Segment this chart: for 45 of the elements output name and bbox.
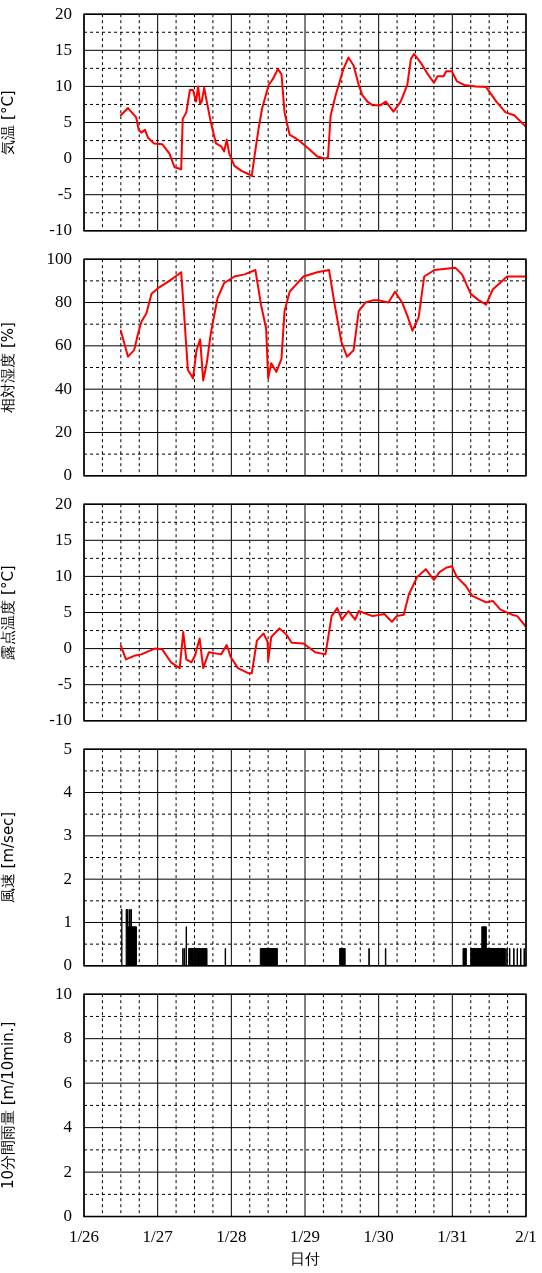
y-tick-label: 40 [55,378,72,398]
y-tick-label: 4 [63,781,73,801]
y-tick-label: 15 [55,529,72,549]
y-tick-label: 20 [55,493,72,513]
y-tick-label: -5 [57,184,72,204]
x-tick-label: 1/29 [289,1227,321,1247]
y-tick-label: 10 [55,983,72,1003]
y-tick-label: 10 [55,565,72,585]
y-axis-title: 10分間雨量 [m/10min.] [0,1021,17,1190]
y-tick-label: 6 [63,1072,72,1092]
y-tick-label: -10 [49,220,72,240]
y-tick-label: 0 [63,955,72,975]
y-axis-title: 露点温度 [°C] [0,565,17,660]
y-tick-label: 20 [55,421,72,441]
x-tick-label: 1/31 [437,1227,468,1247]
y-axis-title: 風速 [m/sec] [0,811,17,904]
x-tick-label: 1/26 [68,1227,100,1247]
y-tick-label: 8 [63,1028,72,1048]
x-tick-label: 2/1 [515,1227,537,1247]
y-tick-label: 80 [55,291,72,311]
y-tick-label: 5 [63,111,72,131]
y-tick-label: 20 [55,3,72,23]
y-axis-title: 気温 [°C] [0,90,17,155]
y-tick-label: 15 [55,39,72,59]
y-tick-label: 0 [63,465,72,485]
y-tick-label: 5 [63,738,72,758]
y-tick-label: 10 [55,75,72,95]
x-tick-label: 1/28 [216,1227,247,1247]
y-tick-label: 100 [46,248,72,268]
y-tick-label: 2 [63,1161,72,1181]
y-tick-label: -5 [57,674,72,694]
y-tick-label: 3 [63,825,72,845]
y-tick-label: -10 [49,710,72,730]
x-tick-label: 1/27 [142,1227,174,1247]
y-tick-label: 2 [63,868,72,888]
y-tick-label: 0 [63,1206,72,1226]
y-tick-label: 4 [63,1117,73,1137]
y-tick-label: 5 [63,601,72,621]
y-tick-label: 0 [63,148,72,168]
y-tick-label: 60 [55,335,72,355]
y-tick-label: 0 [63,638,72,658]
y-tick-label: 1 [63,911,72,931]
y-axis-title: 相対湿度 [%] [0,322,17,413]
x-tick-label: 1/30 [363,1227,394,1247]
x-axis-title: 日付 [290,1249,320,1268]
